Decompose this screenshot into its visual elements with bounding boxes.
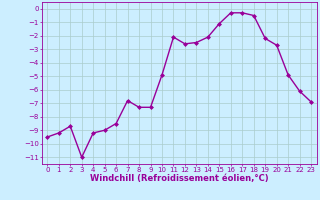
X-axis label: Windchill (Refroidissement éolien,°C): Windchill (Refroidissement éolien,°C): [90, 174, 268, 183]
